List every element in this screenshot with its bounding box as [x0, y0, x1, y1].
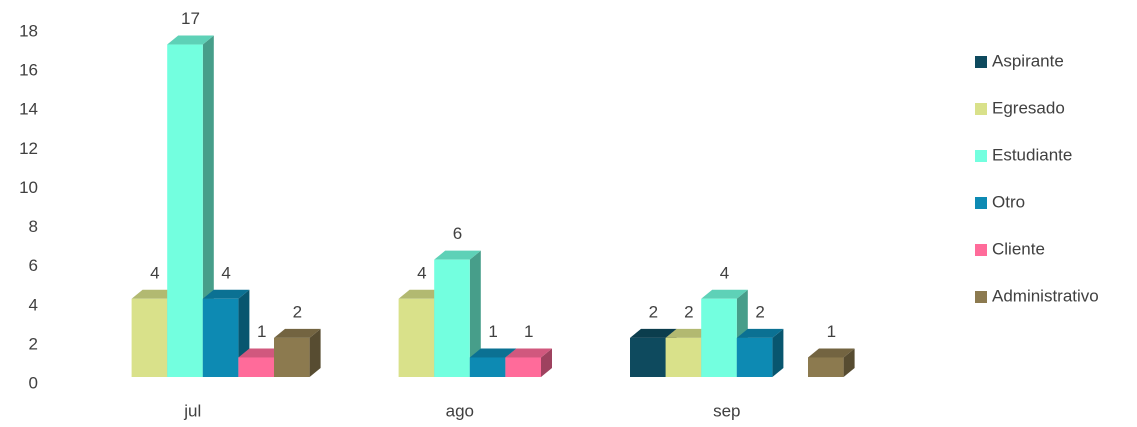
y-tick-label: 4	[29, 295, 38, 314]
data-label: 1	[488, 322, 497, 341]
legend-swatch	[975, 244, 987, 256]
bar-top	[808, 348, 855, 358]
y-tick-label: 14	[19, 100, 38, 119]
bar-side	[469, 250, 481, 377]
legend-label: Administrativo	[992, 286, 1099, 305]
bar-side	[309, 328, 321, 377]
bar-top	[701, 289, 748, 299]
data-label: 2	[293, 302, 302, 321]
y-tick-label: 6	[29, 256, 38, 275]
y-tick-label: 18	[19, 21, 38, 40]
bar-top	[665, 328, 713, 338]
bar-front	[630, 337, 666, 377]
x-tick-label: jul	[183, 401, 201, 420]
bar-top	[630, 328, 677, 338]
legend-label: Estudiante	[992, 145, 1072, 164]
bar-top	[434, 250, 481, 260]
legend-swatch	[975, 103, 987, 115]
legend-swatch	[975, 291, 987, 303]
x-tick-label: sep	[713, 401, 740, 420]
bar-front	[701, 298, 737, 377]
bar-side	[202, 35, 214, 378]
bar-top	[274, 328, 321, 338]
bar-front	[469, 357, 506, 377]
y-tick-label: 16	[19, 61, 38, 80]
data-label: 2	[649, 302, 658, 321]
bar-top	[505, 348, 552, 358]
data-label: 4	[417, 263, 426, 282]
data-label: 2	[755, 302, 764, 321]
data-label: 17	[181, 9, 200, 28]
y-tick-label: 2	[29, 334, 38, 353]
y-tick-label: 0	[29, 373, 38, 392]
bar-front	[736, 337, 773, 377]
bar-top	[398, 289, 446, 299]
bar	[505, 348, 552, 377]
bar	[434, 250, 481, 377]
bar-top	[238, 348, 285, 358]
legend-swatch	[975, 56, 987, 68]
bar-front	[398, 298, 435, 377]
legend-swatch	[975, 150, 987, 162]
y-tick-label: 10	[19, 178, 38, 197]
data-label: 4	[720, 263, 729, 282]
bar-front	[202, 298, 239, 377]
bar-front	[434, 259, 470, 377]
bar-front	[505, 357, 541, 377]
bar-side	[772, 328, 784, 377]
data-label: 4	[150, 263, 159, 282]
bar-front	[808, 357, 844, 377]
bar-front	[274, 337, 310, 377]
data-label: 6	[453, 224, 462, 243]
legend-label: Aspirante	[992, 51, 1064, 70]
bar	[167, 35, 214, 378]
bar-top	[202, 289, 250, 299]
y-tick-label: 12	[19, 139, 38, 158]
bar	[808, 348, 855, 377]
bar-front	[665, 337, 702, 377]
data-label: 1	[257, 322, 266, 341]
data-label: 4	[221, 263, 230, 282]
x-tick-label: ago	[446, 401, 474, 420]
bar-front	[167, 44, 203, 378]
bar-top	[736, 328, 784, 338]
bar	[736, 328, 784, 377]
y-tick-label: 8	[29, 217, 38, 236]
bar-top	[167, 35, 214, 45]
legend-label: Otro	[992, 192, 1025, 211]
bar-front	[131, 298, 168, 377]
data-label: 1	[524, 322, 533, 341]
data-label: 1	[827, 322, 836, 341]
bar-side	[541, 348, 552, 377]
bar-side	[843, 348, 855, 377]
bar-top	[131, 289, 179, 299]
legend-label: Egresado	[992, 98, 1065, 117]
bar	[274, 328, 321, 377]
bar-top	[469, 348, 517, 358]
bar-front	[238, 357, 274, 377]
data-label: 2	[684, 302, 693, 321]
legend-label: Cliente	[992, 239, 1045, 258]
legend-swatch	[975, 197, 987, 209]
